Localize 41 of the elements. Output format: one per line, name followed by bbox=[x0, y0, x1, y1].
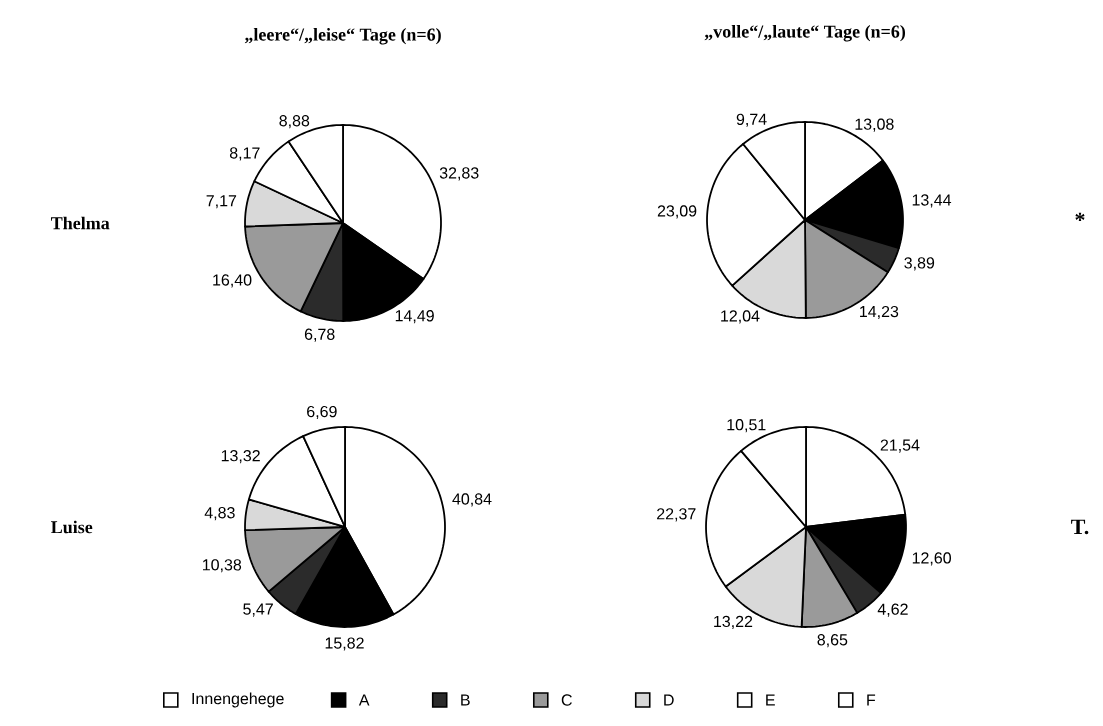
data-label: 6,69 bbox=[307, 405, 337, 420]
legend-label: B bbox=[461, 694, 470, 706]
data-label: 23,09 bbox=[657, 205, 697, 219]
legend-label: F bbox=[867, 694, 876, 706]
data-label: 8,88 bbox=[279, 115, 310, 129]
data-label: 3,89 bbox=[904, 257, 935, 271]
chart-title: „volle“/„laute“ Tage (n=6) bbox=[704, 25, 906, 42]
data-label: 40,84 bbox=[452, 493, 492, 507]
legend-label: A bbox=[358, 694, 370, 706]
text: Luise bbox=[51, 520, 93, 534]
data-label: 9,74 bbox=[736, 113, 767, 127]
data-label: 32,83 bbox=[439, 167, 479, 181]
data-label: 4,83 bbox=[204, 507, 235, 521]
data-label: 13,32 bbox=[221, 450, 260, 464]
data-label: 7,17 bbox=[206, 195, 237, 209]
data-label: 6,78 bbox=[304, 328, 335, 342]
data-label: 21,54 bbox=[880, 439, 920, 453]
legend-label: E bbox=[766, 694, 775, 706]
data-label: 14,23 bbox=[860, 305, 899, 320]
data-label: 12,60 bbox=[912, 552, 952, 566]
data-label: 10,51 bbox=[727, 419, 766, 433]
data-label: 22,37 bbox=[657, 508, 696, 522]
text: Thelma bbox=[51, 216, 110, 230]
data-label: 16,40 bbox=[213, 274, 252, 288]
data-label: 8,17 bbox=[229, 147, 260, 161]
legend-label: D bbox=[664, 694, 674, 706]
data-label: 12,04 bbox=[721, 310, 760, 324]
text: T. bbox=[1071, 519, 1089, 535]
data-label: 13,44 bbox=[912, 194, 952, 208]
legend-label: Innengehege bbox=[192, 692, 284, 708]
data-label: 8,65 bbox=[817, 634, 848, 648]
data-label: 13,08 bbox=[855, 118, 894, 132]
legend-label: C bbox=[561, 694, 572, 706]
data-label: 15,82 bbox=[325, 637, 364, 651]
data-label: 13,22 bbox=[714, 615, 753, 629]
text: * bbox=[1075, 212, 1085, 222]
data-label: 10,38 bbox=[203, 559, 242, 573]
data-label: 14,49 bbox=[395, 310, 434, 324]
data-label: 4,62 bbox=[877, 603, 908, 617]
chart-title: „leere“/„leise“ Tage (n=6) bbox=[244, 27, 441, 45]
data-label: 5,47 bbox=[243, 603, 273, 617]
